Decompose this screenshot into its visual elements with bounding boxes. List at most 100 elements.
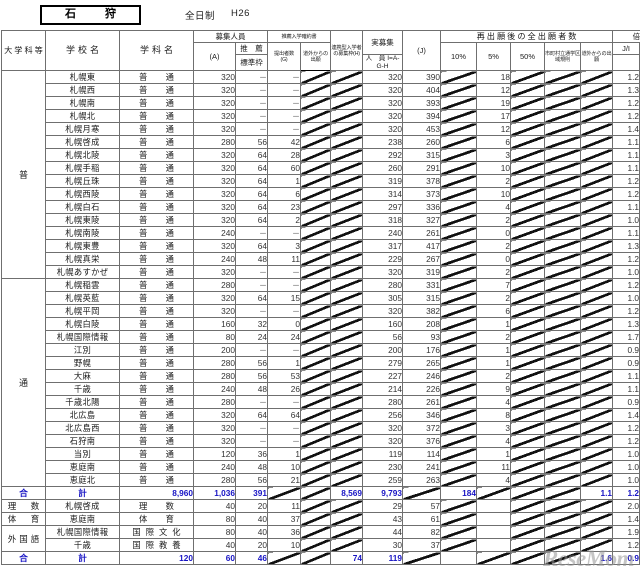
total2-pct10-blocked — [402, 551, 442, 565]
actual-capacity-cell: 280 — [362, 395, 404, 409]
total-pct10-blocked — [402, 486, 442, 500]
pct10-cell — [440, 408, 478, 422]
pct5-cell: 12 — [476, 83, 512, 97]
pledge-submitted-cell: 15 — [267, 291, 301, 305]
capacity-cell: 320 — [193, 174, 236, 188]
outside-apply2-cell — [580, 434, 614, 448]
outside-apply2-cell — [580, 226, 614, 240]
outside-apply2-cell — [580, 265, 614, 279]
pct5-cell: 3 — [476, 148, 512, 162]
school-name-cell: 札幌平岡 — [45, 304, 120, 318]
capacity-cell: 320 — [193, 291, 236, 305]
header-pledge-submitted-note: (G) — [280, 56, 288, 63]
header-ratio-value — [612, 54, 640, 71]
linked-admission-cell — [330, 395, 364, 409]
pct10-cell — [440, 421, 478, 435]
total-applicants-cell: 393 — [402, 96, 442, 110]
total2-capacity: 120 — [119, 551, 194, 565]
outside-application-cell — [299, 174, 332, 188]
capacity-cell: 320 — [193, 122, 236, 136]
header-group-capacity: 募集人員 — [193, 30, 268, 43]
pledge-submitted-cell: 42 — [267, 135, 301, 149]
pct50-cell — [510, 395, 546, 409]
ratio-cell: 1.7 — [612, 330, 640, 344]
total-linked-blocked — [299, 486, 332, 500]
capacity-cell: 320 — [193, 213, 236, 227]
pct10-cell — [440, 96, 478, 110]
outside-apply2-cell — [580, 213, 614, 227]
school-name-cell: 札幌月寒 — [45, 122, 120, 136]
actual-capacity-cell: 256 — [362, 408, 404, 422]
pct50-cell — [510, 187, 546, 201]
linked-admission-cell — [330, 408, 364, 422]
outside-application-cell — [299, 356, 332, 370]
department-cell: 普 通 — [119, 135, 194, 149]
ratio-cell: 1.2 — [612, 278, 640, 292]
department-cell: 普 通 — [119, 161, 194, 175]
recommend-quota-cell: 64 — [235, 174, 268, 188]
outside-application-cell — [299, 213, 332, 227]
school-name-cell: 札幌西陵 — [45, 187, 120, 201]
outside-application-cell — [299, 265, 332, 279]
outside-apply2-cell — [580, 278, 614, 292]
outside-application-cell — [299, 395, 332, 409]
municipal-joint-cell — [544, 226, 582, 240]
ratio-cell: 1.2 — [612, 252, 640, 266]
pct50-cell — [510, 434, 546, 448]
total2-applicants: 119 — [362, 551, 404, 565]
actual-capacity-cell: 30 — [362, 538, 404, 552]
outside-application-cell — [299, 473, 332, 487]
outside-application-cell — [299, 148, 332, 162]
pct50-cell — [510, 447, 546, 461]
pct5-cell: 0 — [476, 226, 512, 240]
total-capacity: 8,960 — [119, 486, 194, 500]
pct50-cell — [510, 83, 546, 97]
linked-admission-cell — [330, 135, 364, 149]
actual-capacity-cell: 227 — [362, 369, 404, 383]
municipal-joint-cell — [544, 473, 582, 487]
ratio-cell: 1.1 — [612, 200, 640, 214]
recommend-quota-cell: － — [235, 304, 268, 318]
capacity-cell: 320 — [193, 434, 236, 448]
pledge-submitted-cell: 23 — [267, 200, 301, 214]
linked-admission-cell — [330, 174, 364, 188]
recommend-quota-cell: 20 — [235, 538, 268, 552]
outside-apply2-cell — [580, 239, 614, 253]
futsuu-total-section: 合 計 8,960 1,036 391 8,569 9,793 184 1.1 … — [1, 486, 640, 500]
pct10-cell — [440, 473, 478, 487]
total2-prev: 0.9 — [612, 551, 640, 565]
pct50-cell — [510, 499, 546, 513]
outside-application-cell — [299, 187, 332, 201]
school-name-cell: 札幌東 — [45, 70, 120, 84]
linked-admission-cell — [330, 252, 364, 266]
school-name-cell: 札幌北陵 — [45, 148, 120, 162]
recommend-quota-cell: 24 — [235, 330, 268, 344]
pct5-cell: 1 — [476, 343, 512, 357]
recommend-quota-cell: － — [235, 343, 268, 357]
recommend-quota-cell: － — [235, 70, 268, 84]
recommend-quota-cell: － — [235, 96, 268, 110]
school-name-cell: 札幌西 — [45, 83, 120, 97]
linked-admission-cell — [330, 226, 364, 240]
pct5-cell: 6 — [476, 304, 512, 318]
linked-admission-cell — [330, 239, 364, 253]
total-row-other: 合 計 120 60 46 74 119 1.6 0.9 — [1, 551, 640, 565]
total-outside-blocked — [267, 486, 301, 500]
outside-apply2-cell — [580, 70, 614, 84]
total-row-futsuu: 合 計 8,960 1,036 391 8,569 9,793 184 1.1 … — [1, 486, 640, 500]
header-recommend-quota2: 標準枠 — [235, 54, 268, 71]
header-pct-50: 50% — [510, 42, 546, 71]
capacity-cell: 40 — [193, 499, 236, 513]
total-applicants-cell: 261 — [402, 395, 442, 409]
pct10-cell — [440, 200, 478, 214]
total-label-left: 合 — [1, 486, 46, 500]
total2-quota: 60 — [193, 551, 236, 565]
outside-application-cell — [299, 96, 332, 110]
department-cell: 普 通 — [119, 421, 194, 435]
capacity-cell: 320 — [193, 408, 236, 422]
pledge-submitted-cell: － — [267, 278, 301, 292]
total-applicants-cell: 372 — [402, 421, 442, 435]
